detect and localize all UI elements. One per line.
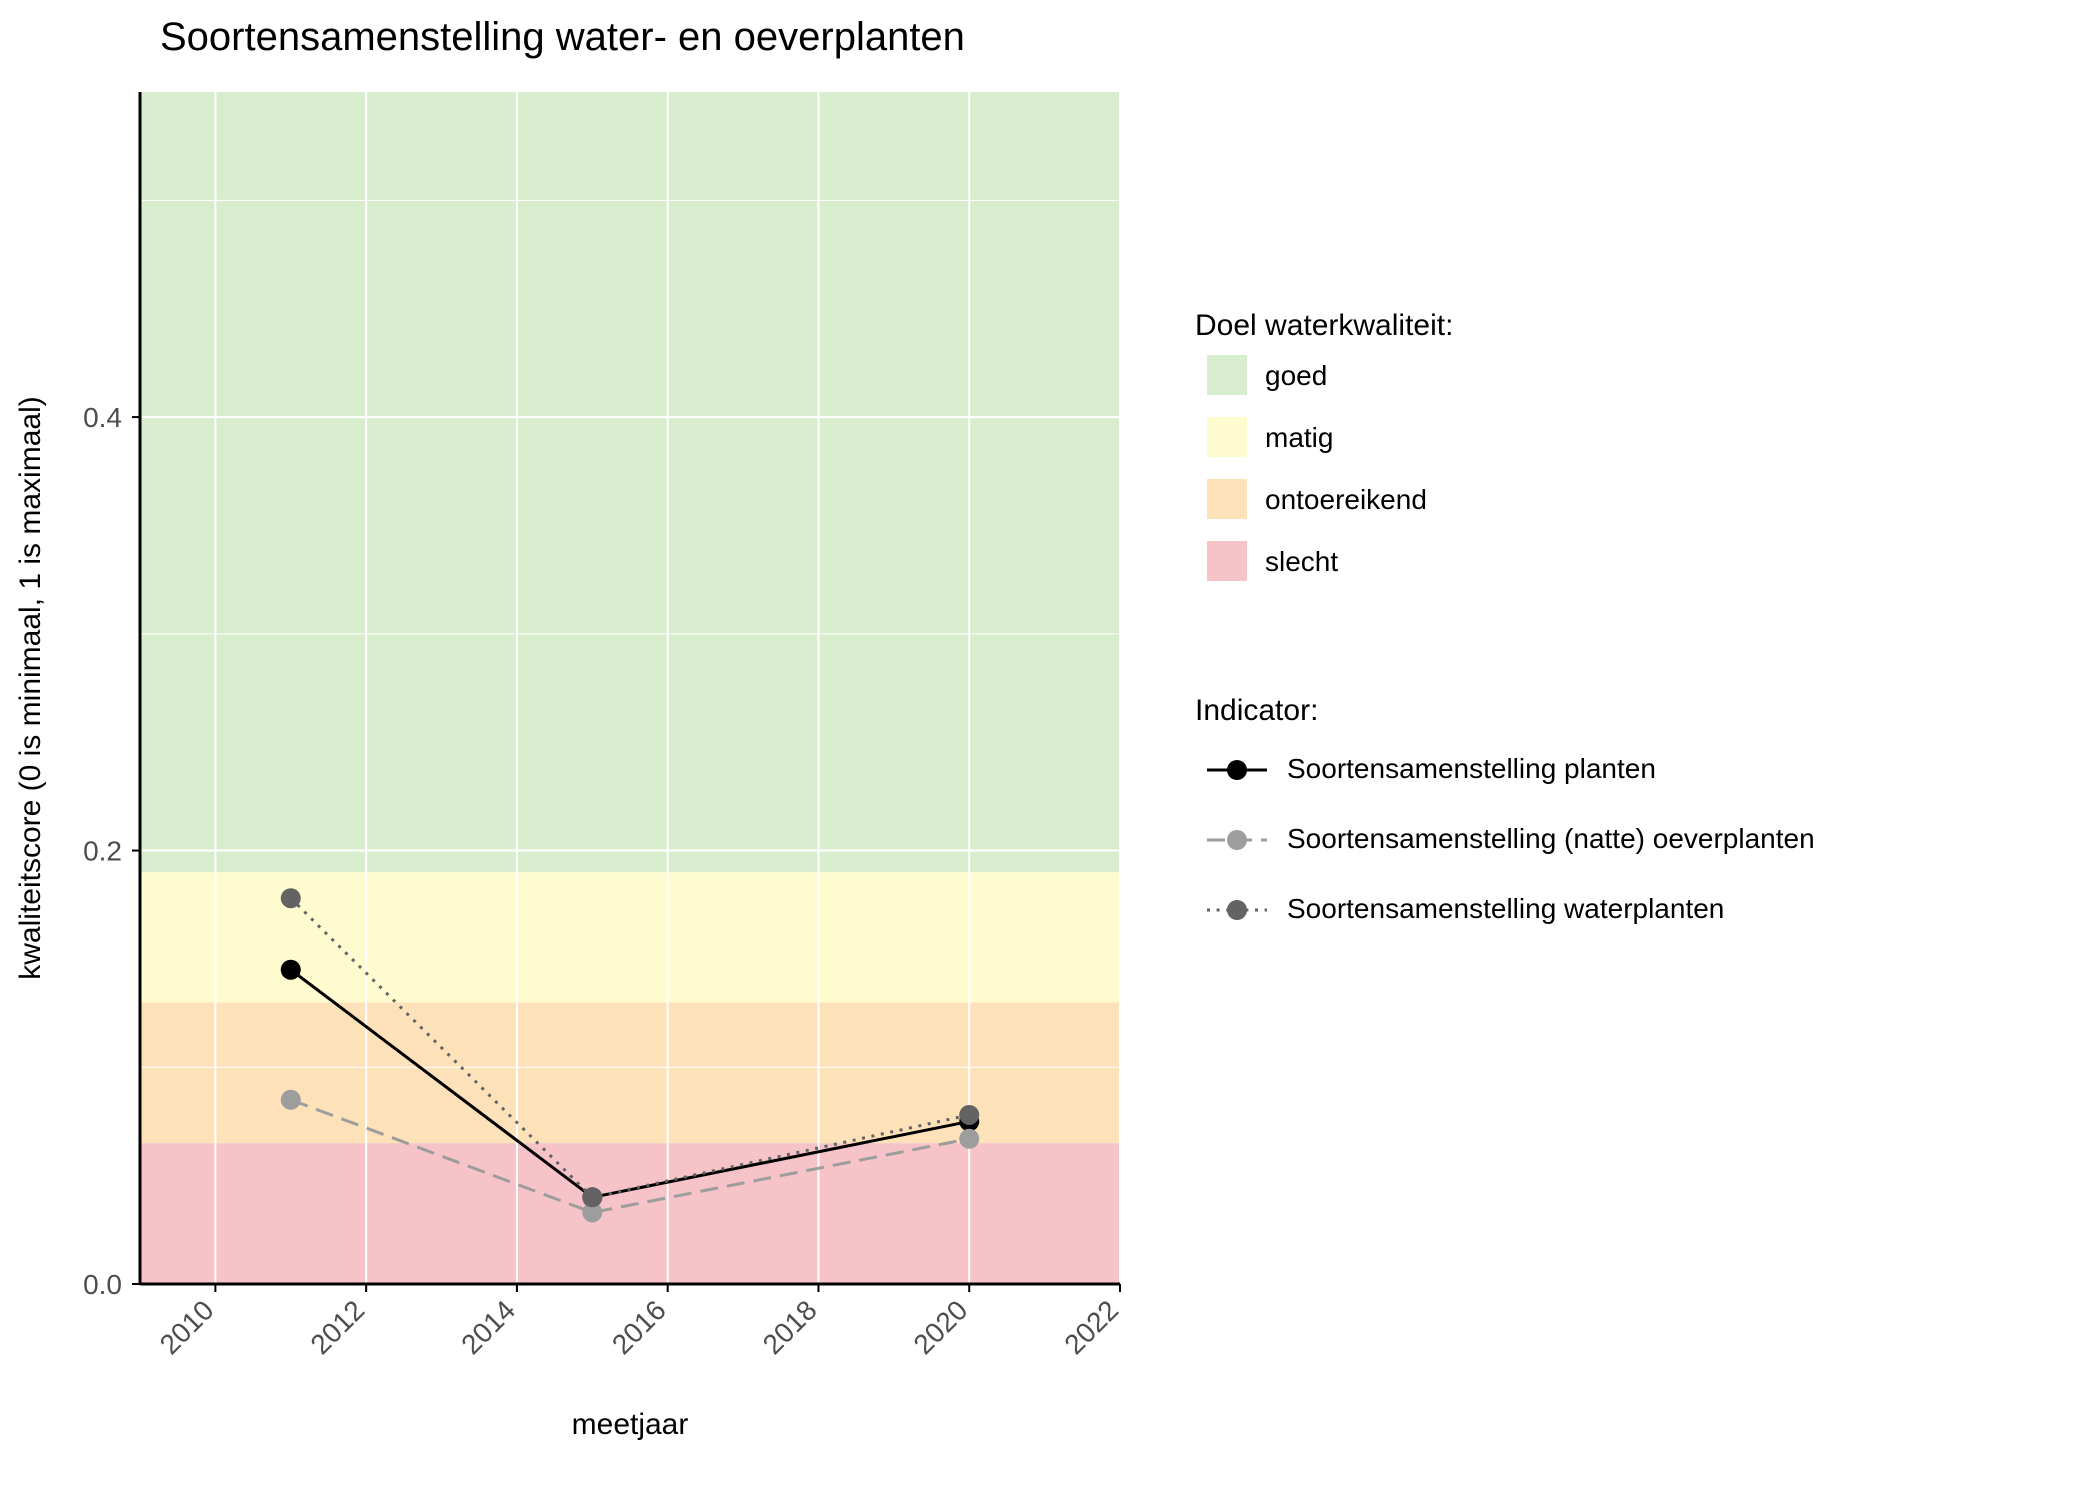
chart: Soortensamenstelling water- en oeverplan… bbox=[0, 0, 2100, 1500]
legend-quality-title: Doel waterkwaliteit: bbox=[1195, 309, 1453, 342]
legend-indicator-label: Soortensamenstelling planten bbox=[1287, 753, 1656, 784]
x-tick-label: 2012 bbox=[304, 1294, 370, 1360]
series-point-1-2 bbox=[959, 1129, 979, 1149]
y-axis-label: kwaliteitscore (0 is minimaal, 1 is maxi… bbox=[14, 396, 47, 979]
x-tick-label: 2022 bbox=[1058, 1294, 1124, 1360]
legend-quality-swatch bbox=[1207, 479, 1247, 519]
legend-indicator-title: Indicator: bbox=[1195, 694, 1318, 727]
series-point-2-0 bbox=[281, 888, 301, 908]
legend-indicator-label: Soortensamenstelling waterplanten bbox=[1287, 893, 1724, 924]
legend-quality-swatch bbox=[1207, 417, 1247, 457]
legend-quality-label: matig bbox=[1265, 422, 1333, 453]
band-goed bbox=[140, 92, 1120, 872]
band-slecht bbox=[140, 1143, 1120, 1284]
y-tick-label: 0.2 bbox=[83, 836, 122, 867]
legend-quality-label: goed bbox=[1265, 360, 1327, 391]
legend-quality-swatch bbox=[1207, 355, 1247, 395]
x-tick-label: 2020 bbox=[908, 1294, 974, 1360]
legend-indicator-label: Soortensamenstelling (natte) oeverplante… bbox=[1287, 823, 1815, 854]
legend-indicator-marker bbox=[1227, 760, 1247, 780]
series-point-2-1 bbox=[582, 1187, 602, 1207]
legend-quality-swatch bbox=[1207, 541, 1247, 581]
legend-indicator-marker bbox=[1227, 900, 1247, 920]
legend-quality-label: slecht bbox=[1265, 546, 1338, 577]
series-point-2-2 bbox=[959, 1105, 979, 1125]
x-axis-label: meetjaar bbox=[572, 1408, 689, 1441]
x-tick-label: 2014 bbox=[455, 1294, 521, 1360]
x-tick-label: 2010 bbox=[154, 1294, 220, 1360]
series-point-1-0 bbox=[281, 1090, 301, 1110]
x-tick-label: 2016 bbox=[606, 1294, 672, 1360]
chart-title: Soortensamenstelling water- en oeverplan… bbox=[160, 15, 965, 59]
y-tick-label: 0.0 bbox=[83, 1269, 122, 1300]
y-tick-label: 0.4 bbox=[83, 402, 122, 433]
legend-indicator-marker bbox=[1227, 830, 1247, 850]
x-tick-label: 2018 bbox=[757, 1294, 823, 1360]
legend-quality-label: ontoereikend bbox=[1265, 484, 1427, 515]
series-point-0-0 bbox=[281, 960, 301, 980]
